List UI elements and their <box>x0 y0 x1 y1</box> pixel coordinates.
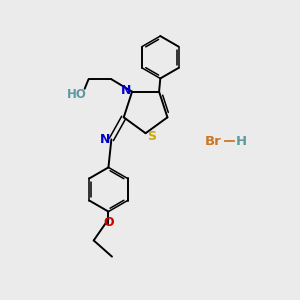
Text: Br: Br <box>205 135 222 148</box>
Text: N: N <box>100 133 111 146</box>
Text: HO: HO <box>67 88 87 100</box>
Text: H: H <box>236 135 247 148</box>
Text: S: S <box>148 130 157 143</box>
Text: N: N <box>120 84 131 97</box>
Text: O: O <box>103 216 114 229</box>
